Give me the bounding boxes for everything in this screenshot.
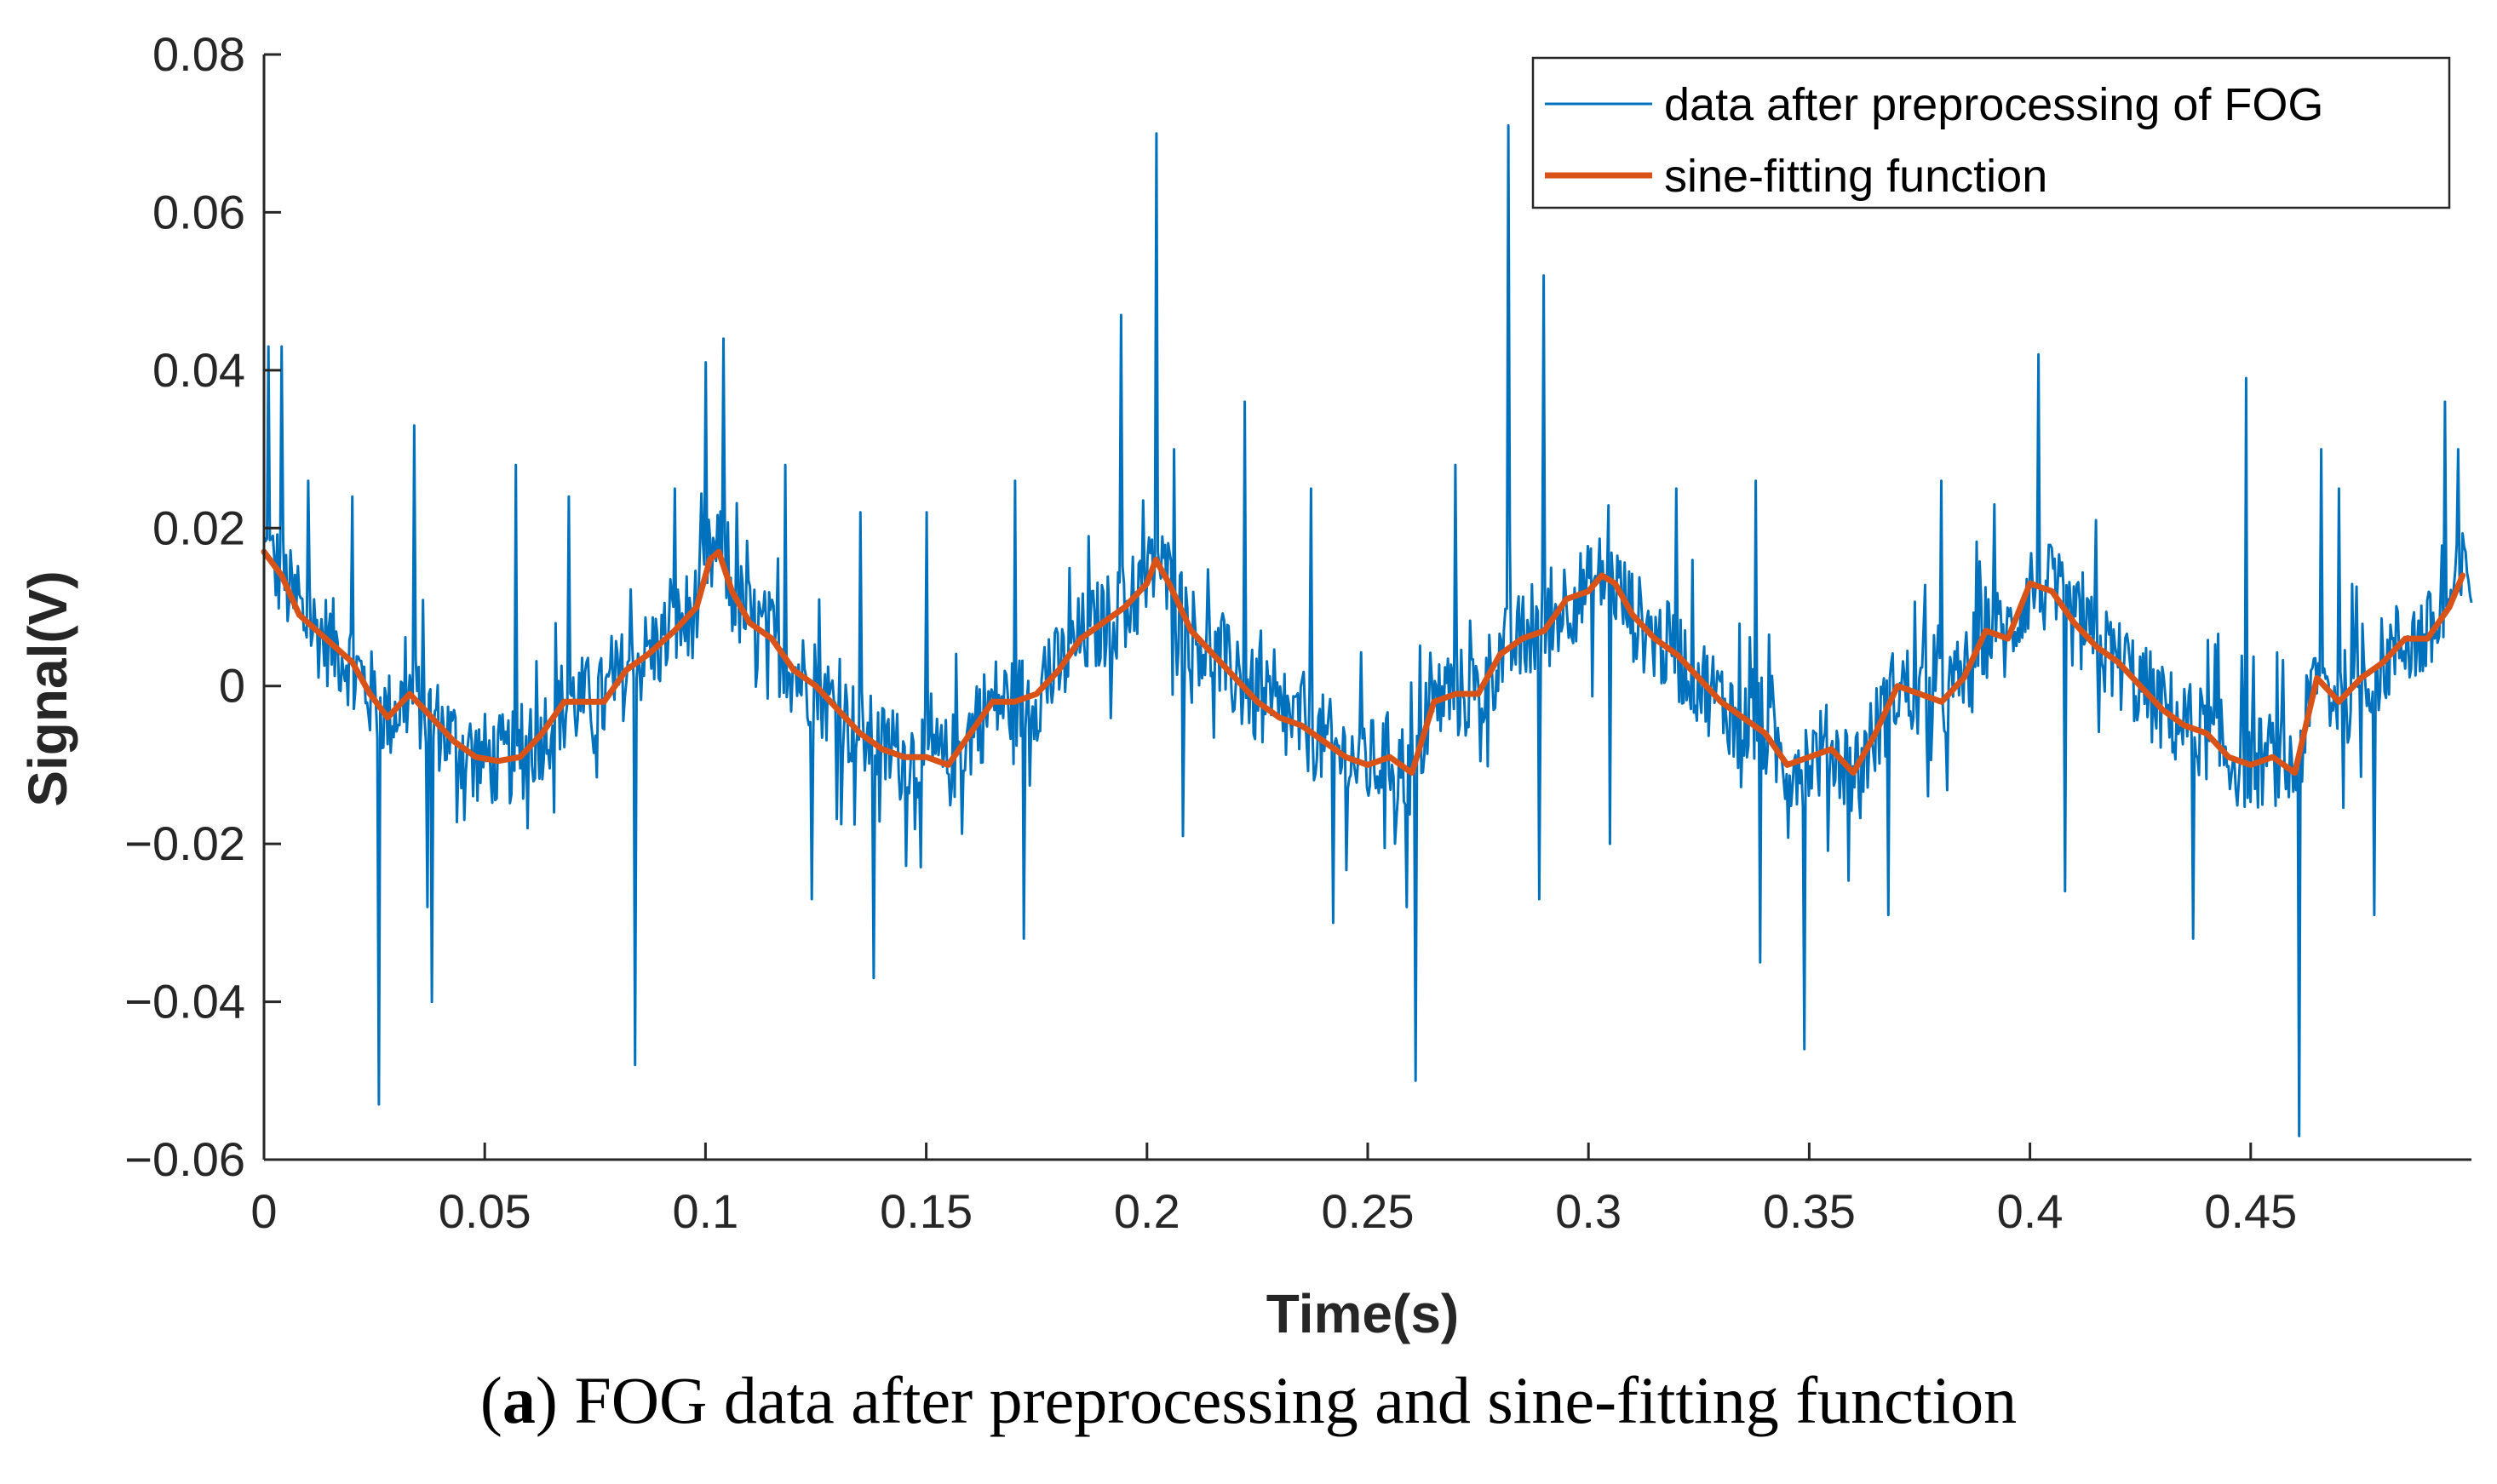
legend-box (1531, 56, 2451, 209)
y-axis-label: Signal(V) (17, 570, 78, 806)
legend: data after preprocessing of FOG sine-fitt… (1531, 56, 2451, 209)
y-tick-label: 0 (219, 659, 245, 713)
y-tick-label: 0.08 (152, 27, 245, 81)
series-line-raw-fog-data (262, 123, 2473, 1137)
figure-caption: (a) FOG data after preprocessing and sin… (479, 1363, 2018, 1437)
ticks: −0.06 −0.04 −0.02 0 0.02 0.04 0.06 0.08 0 0.05 0.1… (124, 27, 2297, 1238)
x-tick-label: 0.1 (672, 1184, 738, 1238)
caption-panel-letter: a (502, 1363, 536, 1437)
x-tick-label: 0.35 (1763, 1184, 1856, 1238)
y-tick-label: 0.02 (152, 501, 245, 554)
x-tick-label: 0.25 (1322, 1184, 1415, 1238)
caption-text: FOG data after preprocessing and sine-fi… (574, 1363, 2018, 1437)
y-tick-label: −0.06 (124, 1132, 245, 1186)
y-tick-label: −0.02 (124, 816, 245, 870)
plot-area (261, 123, 2473, 1137)
legend-entry-label: data after preprocessing of FOG (1664, 79, 2323, 130)
y-tick-label: 0.04 (152, 343, 245, 397)
x-tick-label: 0.4 (1997, 1184, 2064, 1238)
x-tick-label: 0.2 (1114, 1184, 1180, 1238)
x-tick-label: 0.45 (2204, 1184, 2297, 1238)
x-tick-label: 0.15 (880, 1184, 973, 1238)
series-line-sine-fit (261, 548, 2466, 776)
x-tick-label: 0.05 (439, 1184, 531, 1238)
x-tick-label: 0 (250, 1184, 277, 1238)
y-tick-label: 0.06 (152, 185, 245, 238)
x-axis-label: Time(s) (1266, 1283, 1459, 1344)
x-tick-label: 0.3 (1555, 1184, 1622, 1238)
y-tick-label: −0.04 (124, 975, 245, 1028)
legend-entry-label: sine-fitting function (1664, 151, 2047, 202)
